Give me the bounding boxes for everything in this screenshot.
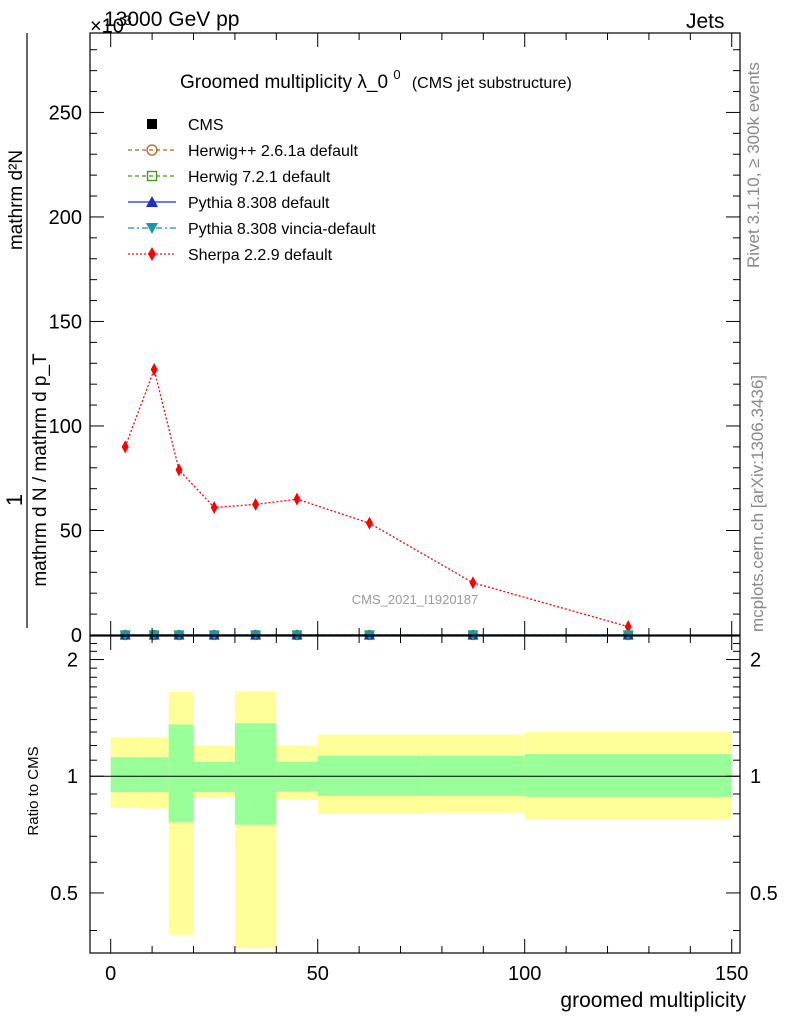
x-tick-label: 0 — [105, 963, 116, 985]
exponent-power: 3 — [123, 12, 132, 28]
ratio-band-inner — [139, 757, 169, 793]
legend-marker-herwig-2-6-1a-default — [146, 144, 158, 156]
legend: CMS Herwig++ 2.6.1a default Herwig 7.2.1 d… — [128, 117, 376, 264]
ratio-band-inner — [234, 723, 277, 825]
plot-title-math-sup: 0 — [393, 67, 400, 82]
plot-title: Groomed multiplicity λ_0 0 (CMS jet subs… — [180, 63, 572, 93]
series-line-sherpa-2-2-9-default — [124, 367, 629, 628]
legend-marker-herwig-7-2-1-default — [146, 170, 158, 182]
x-tick-label: 150 — [715, 963, 748, 985]
y-tick-label: 150 — [49, 311, 82, 333]
upper-ylabel: 1 mathrm d N / mathrm d p_T mathrm d²N — [2, 33, 51, 628]
lower-ylabel: Ratio to CMS — [25, 746, 42, 835]
ratio-y-tick-label: 1 — [67, 766, 78, 788]
legend-marker-sherpa-2-2-9-default — [148, 247, 156, 261]
ratio-y-tick-label-right: 0.5 — [750, 883, 778, 905]
legend-marker-cms — [147, 119, 157, 129]
plot-title-main: Groomed multiplicity — [180, 72, 353, 93]
plot-title-suffix: (CMS jet substructure) — [412, 75, 572, 92]
ylabel-one: 1 — [2, 494, 27, 506]
ylabel-numerator: mathrm d²N — [6, 150, 27, 250]
legend-marker-pythia-8-308-default — [146, 196, 158, 207]
legend-marker-pythia-8-308-vincia-default — [146, 223, 158, 234]
legend-label-sherpa-2-2-9-default: Sherpa 2.2.9 default — [188, 247, 333, 264]
data-point-sherpa-2-2-9-default — [469, 576, 477, 590]
y-tick-label: 100 — [49, 416, 82, 438]
data-point-sherpa-2-2-9-default — [252, 497, 260, 511]
data-point-sherpa-2-2-9-default — [624, 620, 632, 634]
legend-label-herwig-2-6-1a-default: Herwig++ 2.6.1a default — [188, 143, 358, 160]
exponent-base: ×10 — [90, 15, 124, 38]
data-point-sherpa-2-2-9-default — [150, 363, 158, 377]
ratio-band-inner — [110, 757, 140, 793]
ratio-y-tick-label: 2 — [67, 650, 78, 672]
axes: 0 50 100 150 0 50 100 150 200 250 0.5 0.5 1 1 2 2 — [49, 32, 778, 985]
header-right: Jets — [686, 10, 725, 33]
plot-title-math: λ_0 — [357, 72, 388, 93]
legend-label-pythia-8-308-vincia-default: Pythia 8.308 vincia-default — [188, 221, 376, 238]
x-tick-label: 50 — [307, 963, 329, 985]
ratio-y-tick-label-right: 1 — [750, 766, 761, 788]
ylabel-denominator: mathrm d N / mathrm d p_T — [30, 353, 51, 587]
watermark: CMS_2021_I1920187 — [352, 592, 479, 607]
data-point-sherpa-2-2-9-default — [365, 516, 373, 530]
ratio-band-inner — [524, 754, 732, 797]
ratio-band-inner — [168, 724, 194, 823]
ratio-y-tick-label-right: 2 — [750, 650, 761, 672]
upper-frame — [89, 32, 741, 636]
ratio-bands — [90, 690, 740, 949]
y-tick-label: 0 — [71, 625, 82, 647]
data-point-sherpa-2-2-9-default — [175, 463, 183, 477]
xlabel: groomed multiplicity — [560, 989, 746, 1012]
header-exponent: ×103 — [90, 12, 132, 39]
data-point-sherpa-2-2-9-default — [293, 492, 301, 506]
ratio-band-inner — [193, 761, 235, 793]
lower-frame — [89, 635, 741, 954]
y-tick-label: 200 — [49, 207, 82, 229]
header-left: 13000 GeV pp — [104, 8, 240, 31]
data-point-sherpa-2-2-9-default — [121, 440, 129, 454]
legend-label-herwig-7-2-1-default: Herwig 7.2.1 default — [188, 169, 331, 186]
y-tick-label: 250 — [49, 102, 82, 124]
ratio-y-tick-label: 0.5 — [50, 883, 78, 905]
legend-label-cms: CMS — [188, 117, 224, 134]
legend-label-pythia-8-308-default: Pythia 8.308 default — [188, 195, 330, 212]
data-point-sherpa-2-2-9-default — [210, 500, 218, 514]
y-tick-label: 50 — [60, 520, 82, 542]
x-tick-label: 100 — [508, 963, 541, 985]
